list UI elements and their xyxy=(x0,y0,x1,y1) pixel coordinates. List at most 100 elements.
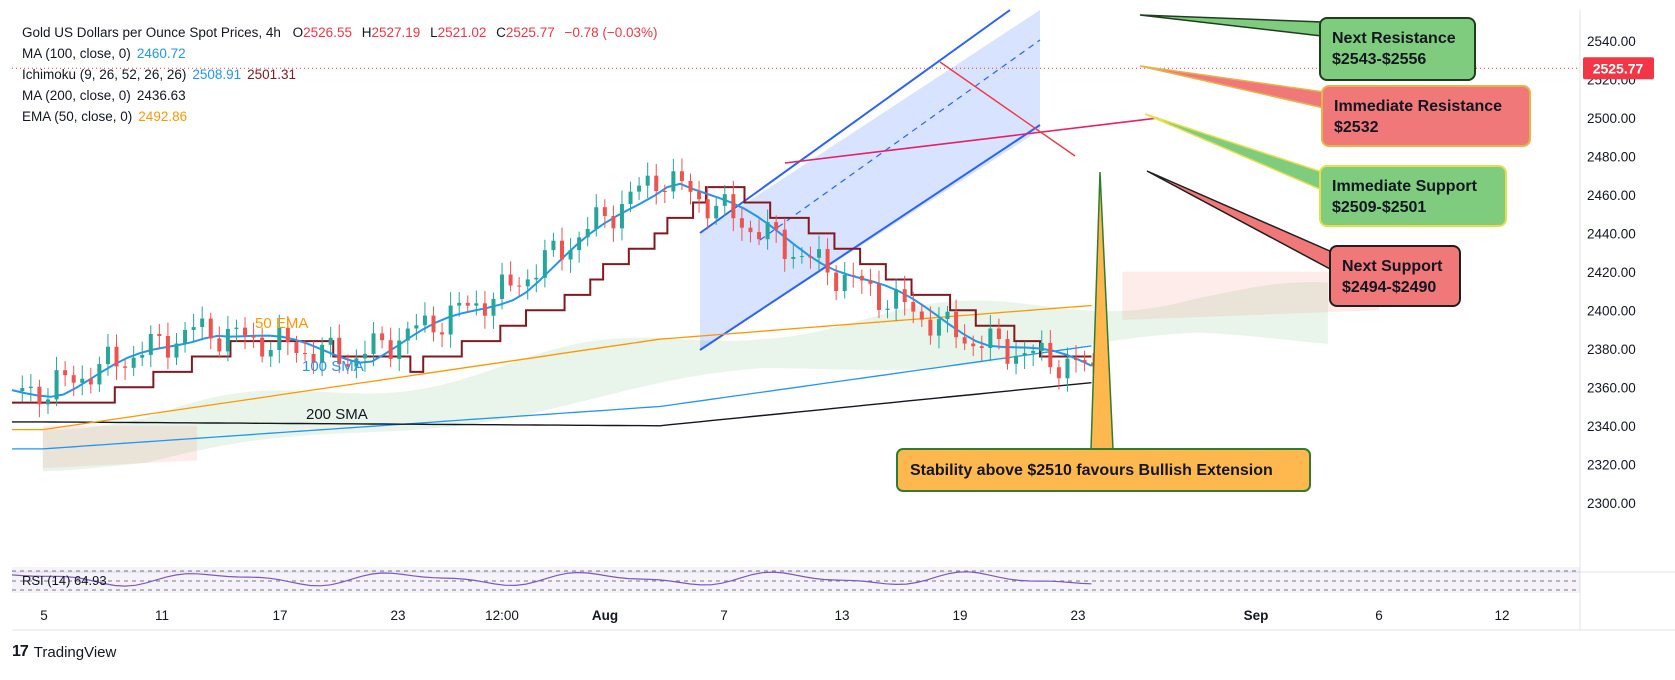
tradingview-logo[interactable]: 17 TradingView xyxy=(12,643,116,661)
candle-body xyxy=(191,327,196,330)
candle-body xyxy=(1031,350,1036,354)
legend-indicator-row[interactable]: EMA (50, close, 0) 2492.86 xyxy=(22,106,658,127)
candle xyxy=(294,335,299,363)
y-tick-label: 2340.00 xyxy=(1587,419,1636,434)
candle xyxy=(165,322,170,370)
candle-body xyxy=(97,364,102,385)
channel-mid-line xyxy=(759,39,1041,241)
candle-body xyxy=(63,370,68,376)
candle xyxy=(782,218,787,272)
candle-body xyxy=(679,171,684,181)
candle xyxy=(542,239,547,288)
candle-body xyxy=(954,311,959,338)
candle xyxy=(148,325,153,368)
candle xyxy=(842,262,847,299)
annotation-text-line1: Immediate Resistance xyxy=(1334,98,1502,115)
x-tick-label: 6 xyxy=(1375,608,1383,623)
candle-body xyxy=(1022,353,1027,356)
candle xyxy=(954,299,959,349)
legend-indicator-row[interactable]: MA (100, close, 0) 2460.72 xyxy=(22,43,658,64)
legend-open: O2526.55 xyxy=(292,25,352,40)
candle xyxy=(243,317,248,350)
candle xyxy=(585,216,590,247)
legend-high: H2527.19 xyxy=(361,25,421,40)
candle xyxy=(508,261,513,292)
candle xyxy=(979,335,984,361)
y-tick-label: 2480.00 xyxy=(1587,149,1636,164)
candle xyxy=(200,306,205,341)
candle xyxy=(799,247,804,264)
candle xyxy=(328,326,333,358)
y-tick-label: 2420.00 xyxy=(1587,265,1636,280)
candle xyxy=(37,379,42,418)
rsi-pane: RSI (14) 64.93 xyxy=(11,567,1580,593)
candle xyxy=(1048,330,1053,374)
ma200-line xyxy=(12,382,1092,427)
candle-body xyxy=(328,337,333,345)
ema50-line xyxy=(12,304,1092,431)
candle-body xyxy=(534,277,539,280)
legend-indicator-row[interactable]: MA (200, close, 0) 2436.63 xyxy=(22,85,658,106)
candle-body xyxy=(876,283,881,310)
candle xyxy=(1065,347,1070,392)
ichimoku-cloud-bear-area xyxy=(1122,271,1380,320)
candle xyxy=(311,341,316,374)
candle-body xyxy=(945,311,950,320)
channel-lower-line xyxy=(699,124,1041,351)
candle xyxy=(388,327,393,368)
tenkan-line xyxy=(11,182,1092,398)
candle xyxy=(105,333,110,376)
candle-body xyxy=(157,333,162,337)
candle xyxy=(662,184,667,204)
candle xyxy=(996,318,1001,350)
candle xyxy=(619,190,624,241)
candle xyxy=(482,290,487,329)
candle-body xyxy=(834,272,839,292)
candle-body xyxy=(979,346,984,348)
candle xyxy=(868,268,873,296)
candle-body xyxy=(448,305,453,335)
candle xyxy=(71,365,76,397)
candle-body xyxy=(936,319,941,336)
candle-body xyxy=(114,346,119,367)
candle-body xyxy=(791,257,796,259)
candle xyxy=(268,341,273,368)
candle xyxy=(88,367,93,394)
candle-body xyxy=(714,205,719,219)
candle xyxy=(705,185,710,230)
candle-body xyxy=(842,274,847,292)
annotation-box xyxy=(1321,85,1531,147)
candle xyxy=(183,321,188,353)
candle xyxy=(774,215,779,243)
candle-body xyxy=(782,229,787,259)
candle-body xyxy=(808,256,813,258)
candle xyxy=(20,375,25,402)
candle-body xyxy=(645,175,650,186)
candle xyxy=(1074,345,1079,373)
y-tick-label: 2400.00 xyxy=(1587,303,1636,318)
legend-indicator-row[interactable]: Ichimoku (9, 26, 52, 26, 26) 2508.91 2501.… xyxy=(22,64,658,85)
annotation-text-line2: $2494-$2490 xyxy=(1342,279,1436,296)
candle xyxy=(962,324,967,351)
annotation-callout: Next Resistance $2543-$2556 xyxy=(1139,14,1476,81)
x-tick-label: 17 xyxy=(272,608,287,623)
annotation-text-line1: Next Support xyxy=(1342,258,1443,275)
y-tick-label: 2360.00 xyxy=(1587,380,1636,395)
y-tick-label: 2460.00 xyxy=(1587,188,1636,203)
x-tick-label: 5 xyxy=(40,608,48,623)
kijun-line xyxy=(12,186,1092,404)
candle xyxy=(551,232,556,257)
candle xyxy=(491,292,496,329)
legend-indicator-value: 2501.31 xyxy=(247,67,296,82)
candle-body xyxy=(602,207,607,217)
candle-body xyxy=(285,327,290,343)
candle xyxy=(739,206,744,241)
x-tick-label: 19 xyxy=(952,608,967,623)
candle xyxy=(525,269,530,300)
candle-body xyxy=(697,191,702,200)
candle-body xyxy=(517,285,522,287)
candle-body xyxy=(1005,339,1010,364)
candle xyxy=(465,295,470,313)
